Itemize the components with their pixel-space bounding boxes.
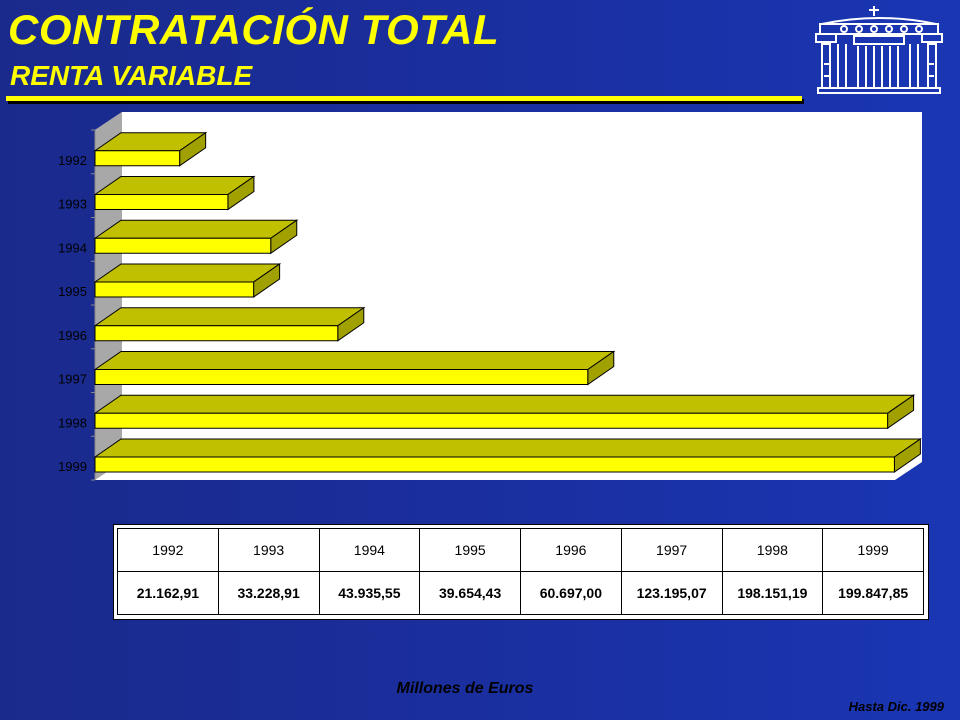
bar-top-1993	[93, 176, 256, 195]
units-label: Millones de Euros	[396, 680, 534, 697]
y-tick-label-1998: 1998	[58, 415, 87, 430]
bar-front-1999	[94, 456, 895, 473]
bar-front-1993	[94, 194, 229, 210]
data-table: 1992 1993 1994 1995 1996 1997 1998 1999 21.162,9…	[113, 524, 929, 620]
table-header-cell: 1992	[117, 528, 219, 572]
bar-1992	[93, 131, 208, 167]
title-underline	[6, 96, 802, 101]
table-header-cell: 1997	[620, 528, 723, 572]
bar-top-1995	[93, 263, 282, 283]
bar-1999	[93, 438, 922, 473]
plot-background	[95, 112, 922, 480]
bar-front-1998	[94, 412, 889, 429]
bar-1993	[93, 175, 256, 211]
table-value-cell: 39.654,43	[419, 571, 521, 615]
table-value-cell: 33.228,91	[217, 571, 320, 615]
bar-1994	[93, 219, 299, 255]
y-tick-label-1999: 1999	[58, 459, 87, 474]
table-header-cell: 1995	[419, 528, 521, 572]
bar-1995	[93, 263, 282, 298]
bar-top-1999	[93, 438, 922, 458]
bar-top-1997	[93, 351, 616, 370]
y-tick-label-1996: 1996	[58, 328, 87, 343]
table-header-cell: 1998	[721, 528, 824, 572]
bar-front-1997	[94, 369, 589, 385]
y-tick-label-1993: 1993	[58, 197, 87, 212]
table-header-cell: 1994	[318, 528, 421, 572]
y-tick-label-1994: 1994	[58, 240, 87, 255]
table-value-cell: 21.162,91	[117, 571, 219, 615]
bar-front-1992	[94, 150, 181, 167]
table-value-cell: 60.697,00	[520, 571, 622, 615]
bar-1998	[93, 394, 916, 430]
table-value-cell: 198.151,19	[721, 571, 824, 615]
page-title: CONTRATACIÓN TOTAL	[8, 6, 500, 53]
table-header-cell: 1996	[520, 528, 622, 572]
bar-top-1998	[93, 394, 916, 414]
y-tick-label-1997: 1997	[58, 372, 87, 387]
page-subtitle: RENTA VARIABLE	[10, 60, 253, 91]
bar-top-1996	[93, 307, 366, 327]
bar-front-1996	[94, 325, 339, 342]
y-tick-label-1995: 1995	[58, 284, 87, 299]
building-columns-icon	[815, 6, 943, 94]
y-tick-label-1992: 1992	[58, 153, 87, 168]
bar-front-1995	[94, 281, 255, 298]
table-header-cell: 1999	[822, 528, 924, 572]
bar-1996	[93, 306, 366, 342]
bar-chart: 1992 1993 1994 1995 1996 1997 1998 1999	[58, 112, 922, 481]
table-header-cell: 1993	[217, 528, 320, 572]
bar-top-1994	[93, 219, 299, 239]
table-value-cell: 199.847,85	[822, 571, 924, 615]
bar-front-1994	[94, 237, 272, 254]
table-value-cell: 43.935,55	[318, 571, 421, 615]
bar-1997	[93, 350, 616, 386]
date-note: Hasta Dic. 1999	[848, 699, 944, 714]
table-value-cell: 123.195,07	[620, 571, 723, 615]
